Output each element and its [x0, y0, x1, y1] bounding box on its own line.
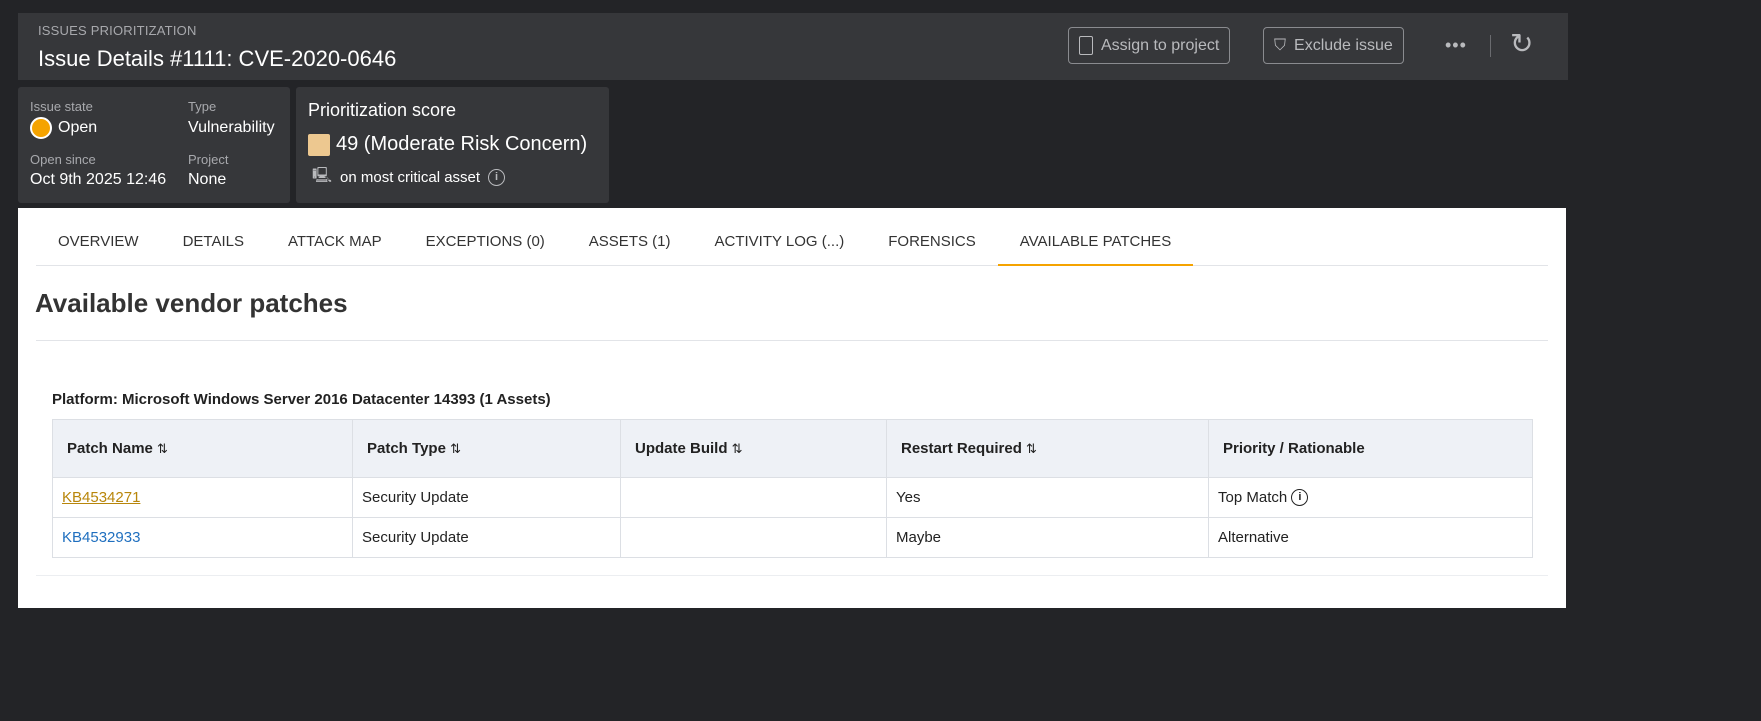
issue-summary-card: Issue state Open Type Vulnerability Open… [18, 87, 290, 203]
clipboard-icon [1079, 36, 1093, 55]
assign-to-project-button[interactable]: Assign to project [1068, 27, 1231, 64]
priority-text: Top Match [1218, 488, 1288, 506]
refresh-icon[interactable]: ↻ [1510, 28, 1534, 59]
tab-available-patches[interactable]: AVAILABLE PATCHES [997, 208, 1194, 266]
since-value: Oct 9th 2025 12:46 [30, 171, 167, 188]
project-label: Project [188, 152, 229, 167]
more-options-icon[interactable]: ••• [1445, 35, 1467, 55]
score-title: Prioritization score [308, 100, 457, 120]
tab-activity-log[interactable]: ACTIVITY LOG (...) [714, 233, 845, 250]
col-label: Restart Required [901, 440, 1022, 457]
cell-patch-type: Security Update [352, 477, 621, 518]
cell-update-build [620, 477, 887, 518]
section-heading: Available vendor patches [35, 288, 348, 318]
state-label: Issue state [30, 99, 93, 114]
tab-bar: OVERVIEW DETAILS ATTACK MAP EXCEPTIONS (… [36, 208, 1548, 266]
col-label: Update Build [635, 440, 728, 457]
tab-details[interactable]: DETAILS [182, 233, 244, 250]
col-patch-name[interactable]: Patch Name ⇅ [52, 419, 353, 478]
divider [1490, 35, 1491, 57]
cell-patch-name: KB4532933 [52, 517, 353, 558]
type-label: Type [188, 99, 217, 114]
tab-forensics[interactable]: FORENSICS [888, 233, 976, 250]
prioritization-score-card: Prioritization score 49 (Moderate Risk C… [296, 87, 609, 203]
tab-overview[interactable]: OVERVIEW [58, 233, 139, 250]
info-icon[interactable]: i [1291, 489, 1309, 507]
col-label: Patch Name [67, 440, 153, 457]
shield-x-icon: ⛉ [1274, 36, 1287, 54]
content-panel: OVERVIEW DETAILS ATTACK MAP EXCEPTIONS (… [18, 208, 1566, 608]
project-value: None [188, 171, 227, 188]
info-icon[interactable]: i [488, 169, 506, 186]
type-value: Vulnerability [188, 119, 275, 136]
platform-label: Platform: Microsoft Windows Server 2016 … [52, 391, 551, 408]
tab-assets[interactable]: ASSETS (1) [588, 233, 671, 250]
tab-attack-map[interactable]: ATTACK MAP [287, 233, 382, 250]
score-note-text: on most critical asset [340, 169, 481, 186]
state-value: Open [58, 119, 98, 137]
col-label: Patch Type [367, 440, 446, 457]
patches-table: Patch Name ⇅ Patch Type ⇅ Update Build ⇅… [52, 419, 1533, 558]
cell-update-build [620, 517, 887, 558]
status-dot-icon [30, 117, 52, 139]
divider [36, 575, 1548, 576]
sort-icon[interactable]: ⇅ [731, 441, 743, 456]
sort-icon[interactable]: ⇅ [450, 441, 461, 456]
score-value: 49 (Moderate Risk Concern) [308, 133, 587, 156]
critical-asset-icon: 🖳 [312, 167, 333, 184]
col-update-build[interactable]: Update Build ⇅ [620, 419, 887, 478]
col-patch-type[interactable]: Patch Type ⇅ [352, 419, 621, 478]
page-title: Issue Details #1111: CVE-2020-0646 [38, 46, 397, 71]
assign-label: Assign to project [1101, 36, 1220, 54]
tab-exceptions[interactable]: EXCEPTIONS (0) [425, 233, 545, 250]
table-row: KB4532933 Security Update Maybe Alternat… [52, 517, 1533, 558]
page-header: ISSUES PRIORITIZATION Issue Details #111… [18, 13, 1568, 80]
patch-link[interactable]: KB4532933 [62, 529, 141, 546]
patch-link[interactable]: KB4534271 [62, 489, 141, 506]
col-priority: Priority / Rationable [1208, 419, 1533, 478]
cell-patch-name: KB4534271 [52, 477, 353, 518]
issue-state: Open [30, 117, 97, 139]
breadcrumb: ISSUES PRIORITIZATION [38, 23, 197, 38]
cell-patch-type: Security Update [352, 517, 621, 558]
col-restart-required[interactable]: Restart Required ⇅ [886, 419, 1209, 478]
since-label: Open since [30, 152, 96, 167]
cell-restart: Yes [886, 477, 1209, 518]
table-header-row: Patch Name ⇅ Patch Type ⇅ Update Build ⇅… [52, 419, 1533, 478]
cell-priority: Alternative [1208, 517, 1533, 558]
score-swatch [308, 133, 330, 156]
cell-restart: Maybe [886, 517, 1209, 558]
score-text: 49 (Moderate Risk Concern) [336, 133, 588, 155]
exclude-issue-button[interactable]: ⛉ Exclude issue [1263, 27, 1404, 64]
score-note: 🖳 on most critical asset i [312, 165, 506, 190]
divider [36, 340, 1548, 341]
cell-priority: Top Match i [1208, 477, 1533, 518]
table-row: KB4534271 Security Update Yes Top Match … [52, 477, 1533, 518]
col-label: Priority / Rationable [1223, 440, 1365, 457]
sort-icon[interactable]: ⇅ [1026, 441, 1037, 456]
exclude-label: Exclude issue [1294, 36, 1393, 54]
sort-icon[interactable]: ⇅ [157, 441, 168, 456]
